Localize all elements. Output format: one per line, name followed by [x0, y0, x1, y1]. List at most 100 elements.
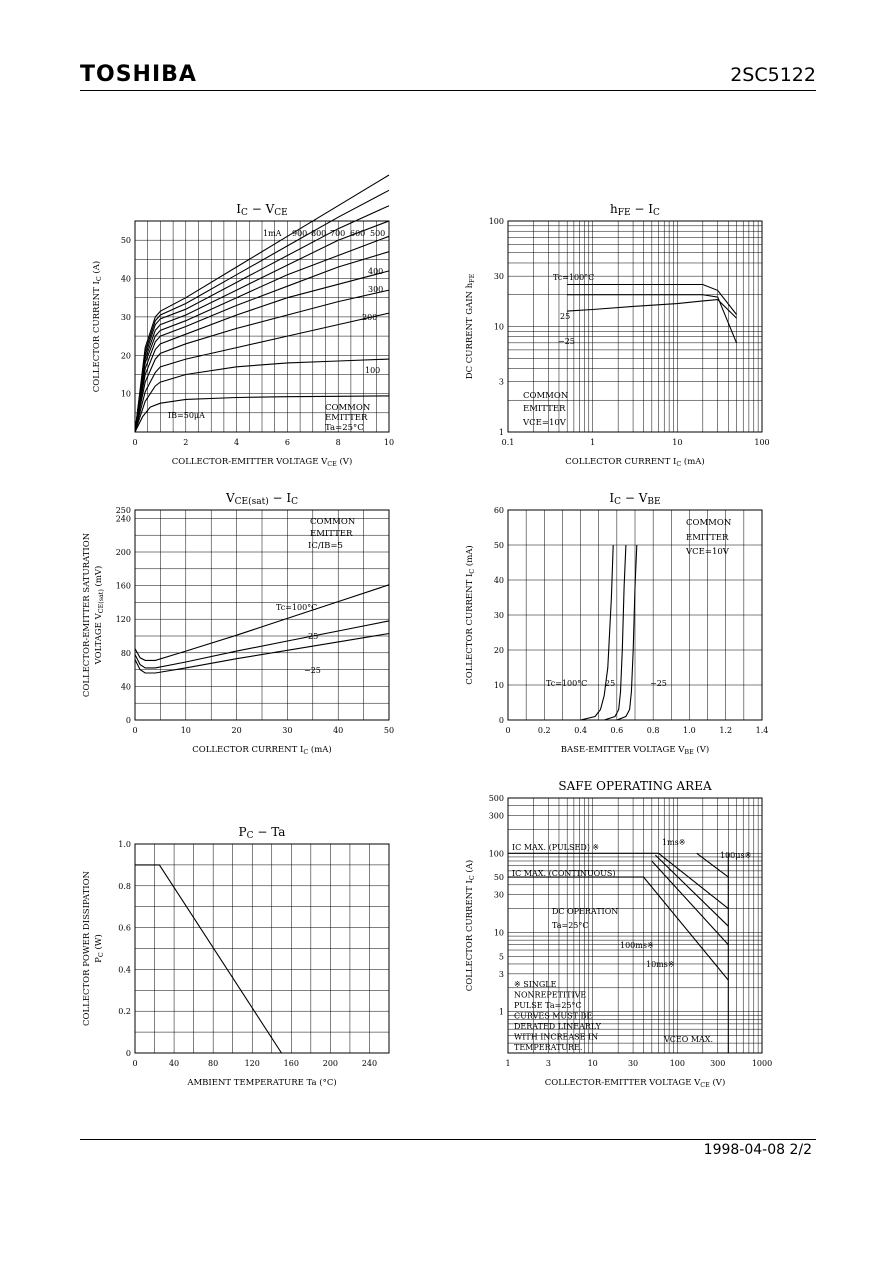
- hfe_ic-annotation: 25: [560, 312, 570, 321]
- ic_vbe-xtick-label: 0: [505, 726, 510, 735]
- soa-annotation: VCEO MAX.: [663, 1035, 713, 1044]
- ic_vce-annotation: 900: [292, 229, 307, 238]
- ic_vce-title: IC − VCE: [236, 202, 287, 218]
- ic_vbe-xlabel: BASE-EMITTER VOLTAGE VBE (V): [561, 744, 709, 756]
- soa-ytick-label: 3: [499, 970, 504, 979]
- ic_vce-xtick-label: 2: [183, 438, 188, 447]
- soa-ylabel: COLLECTOR CURRENT IC (A): [464, 860, 476, 991]
- vcesat_ic-ytick-label: 40: [121, 682, 131, 691]
- hfe_ic-series-line: [567, 283, 737, 315]
- soa-annotation: Ta=25°C: [552, 921, 589, 930]
- ic_vbe-xtick-label: 0.8: [647, 726, 660, 735]
- ic_vbe-xtick-label: 1.4: [756, 726, 769, 735]
- ic_vbe-xtick-label: 0.6: [610, 726, 623, 735]
- pc_ta-ytick-label: 1.0: [118, 840, 131, 849]
- vcesat_ic-ytick-label: 250: [116, 506, 131, 515]
- soa-annotation: DC OPERATION: [552, 907, 618, 916]
- ic_vce-xtick-label: 10: [384, 438, 394, 447]
- hfe_ic-annotation: VCE=10V: [522, 418, 567, 428]
- vcesat_ic-ytick-label: 200: [116, 548, 131, 557]
- soa-ytick-label: 1: [499, 1008, 504, 1017]
- ic_vce-annotation: IB=50μA: [168, 411, 205, 420]
- vcesat_ic-series-line: [134, 632, 390, 674]
- pc_ta-ytick-label: 0: [126, 1049, 131, 1058]
- ic_vce-ylabel: COLLECTOR CURRENT IC (A): [91, 261, 103, 392]
- ic_vbe-frame: [507, 509, 763, 721]
- hfe_ic-series-line: [567, 299, 737, 319]
- soa-xtick-label: 1: [505, 1059, 510, 1068]
- vcesat_ic-xtick-label: 0: [132, 726, 137, 735]
- soa-xtick-label: 30: [628, 1059, 638, 1068]
- vcesat_ic-ylabel: COLLECTOR-EMITTER SATURATION: [82, 532, 92, 697]
- ic_vbe-annotation: 25: [605, 679, 615, 688]
- vcesat_ic-ylabel-2: VOLTAGE VCE(sat) (mV): [93, 566, 105, 666]
- ic_vce-chart: 0 2 4 6 8 10 10 20 30 40 50: [121, 174, 394, 447]
- hfe_ic-ytick-label: 30: [494, 272, 504, 281]
- soa-series-line: [651, 860, 729, 946]
- hfe_ic-xlabel: COLLECTOR CURRENT IC (mA): [565, 456, 704, 468]
- ic_vbe-xtick-label: 1.2: [719, 726, 732, 735]
- pc_ta-ytick-label: 0.8: [118, 882, 131, 891]
- pc_ta-xtick-label: 40: [169, 1059, 179, 1068]
- pc_ta-xtick-label: 80: [208, 1059, 218, 1068]
- ic_vce-series-line: [134, 395, 390, 433]
- soa-title: SAFE OPERATING AREA: [558, 779, 712, 793]
- soa-annotation: 1ms※: [662, 838, 685, 847]
- soa-ytick-label: 10: [494, 928, 504, 937]
- pc_ta-xtick-label: 240: [362, 1059, 377, 1068]
- soa-ytick-label: 50: [494, 873, 504, 882]
- pc_ta-xtick-label: 200: [323, 1059, 338, 1068]
- pc_ta-ytick-label: 0.4: [118, 965, 131, 974]
- ic_vbe-ytick-label: 0: [499, 716, 504, 725]
- hfe_ic-series-line: [567, 294, 738, 344]
- soa-note-line: TEMPERATURE.: [514, 1043, 582, 1052]
- ic_vbe-ytick-label: 10: [494, 681, 504, 690]
- soa-series-line: [658, 852, 729, 910]
- vcesat_ic-frame: [134, 509, 390, 721]
- pc_ta-xtick-label: 160: [284, 1059, 299, 1068]
- soa-note-line: DERATED LINEARLY: [514, 1022, 602, 1031]
- ic_vce-ytick-label: 40: [121, 275, 131, 284]
- ic_vce-series-line: [134, 312, 390, 433]
- ic_vce-annotation: 600: [350, 229, 365, 238]
- soa-annotation: 100μs※: [720, 851, 751, 860]
- ic_vce-series-line: [134, 189, 390, 433]
- ic_vce-ytick-label: 30: [121, 313, 131, 322]
- soa-chart: 1 3 10 30 100 300 1000 1 3 5 10 30 50 100 300 500: [489, 794, 772, 1068]
- ic_vce-series-line: [134, 235, 390, 433]
- hfe_ic-frame: [507, 220, 763, 433]
- vcesat_ic-series-line: [134, 584, 390, 661]
- soa-note-line: PULSE Ta=25°C: [514, 1001, 582, 1010]
- soa-ytick-label: 500: [489, 794, 504, 803]
- ic_vce-annotation: 300: [368, 285, 383, 294]
- ic_vbe-series-line: [616, 544, 638, 721]
- vcesat_ic-xtick-label: 50: [384, 726, 394, 735]
- hfe_ic-ylabel: DC CURRENT GAIN hFE: [465, 273, 476, 379]
- pc_ta-xtick-label: 120: [245, 1059, 260, 1068]
- ic_vce-annotation: Ta=25°C: [325, 423, 364, 433]
- soa-annotation: IC MAX. (CONTINUOUS): [512, 869, 616, 878]
- ic_vbe-annotation: VCE=10V: [685, 547, 730, 557]
- soa-ytick-label: 5: [499, 952, 504, 961]
- ic_vbe-ytick-label: 60: [494, 506, 504, 515]
- ic_vbe-annotation: COMMON: [686, 518, 732, 528]
- ic_vce-xlabel: COLLECTOR-EMITTER VOLTAGE VCE (V): [172, 456, 353, 468]
- hfe_ic-ytick-label: 10: [494, 323, 504, 332]
- pc_ta-frame: [134, 843, 390, 1054]
- ic_vce-xtick-label: 8: [336, 438, 341, 447]
- vcesat_ic-xlabel: COLLECTOR CURRENT IC (mA): [192, 744, 331, 756]
- hfe_ic-annotation: Tc=100°C: [553, 273, 594, 282]
- header-rule: [80, 90, 816, 91]
- pc_ta-series-line: [135, 864, 282, 1054]
- ic_vbe-title: IC − VBE: [609, 491, 660, 507]
- ic_vbe-ylabel: COLLECTOR CURRENT IC (mA): [464, 545, 476, 684]
- hfe_ic-ytick-label: 100: [489, 217, 504, 226]
- brand-logo: TOSHIBA: [80, 62, 197, 87]
- ic_vce-ytick-label: 10: [121, 390, 131, 399]
- vcesat_ic-xtick-label: 10: [181, 726, 191, 735]
- ic_vce-annotation: 500: [370, 229, 385, 238]
- ic_vbe-annotation: Tc=100°C: [546, 679, 587, 688]
- ic_vce-series-line: [134, 174, 390, 433]
